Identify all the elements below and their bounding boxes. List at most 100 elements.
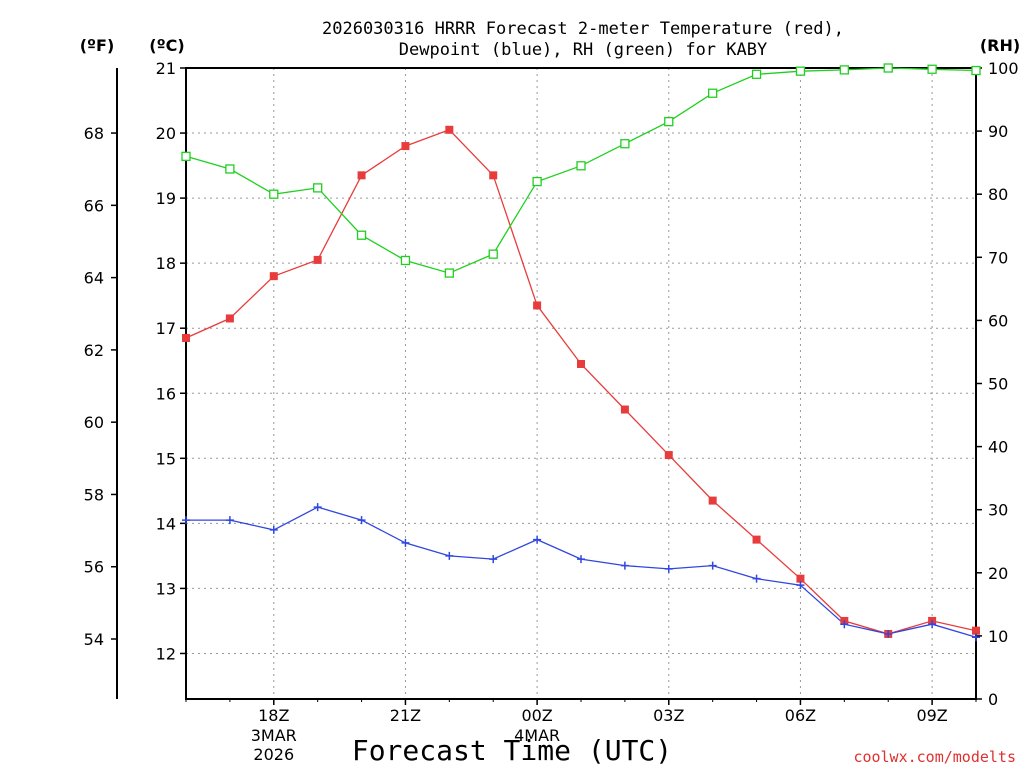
- rh-tick-label: 50: [988, 375, 1008, 394]
- dewpoint-point: [489, 555, 498, 564]
- dewpoint-point: [620, 561, 629, 570]
- fahrenheit-tick-label: 68: [84, 124, 104, 143]
- x-tick-date-label: 3MAR: [251, 726, 297, 745]
- rh-point: [181, 151, 191, 161]
- celsius-unit-label: (ºC): [149, 36, 184, 55]
- temperature-point: [752, 535, 761, 544]
- x-tick-label: 21Z: [390, 706, 421, 725]
- x-tick-label: 00Z: [521, 706, 552, 725]
- rh-point: [839, 65, 849, 75]
- temperature-point: [664, 451, 673, 460]
- dewpoint-point: [269, 525, 278, 534]
- rh-line: [185, 67, 977, 274]
- rh-tick-label: 90: [988, 122, 1008, 141]
- rh-point: [488, 249, 498, 259]
- fahrenheit-tick-label: 64: [84, 269, 104, 288]
- rh-tick-label: 40: [988, 438, 1008, 457]
- chart-title-line-2: Dewpoint (blue), RH (green) for KABY: [399, 40, 767, 60]
- rh-unit-label: (RH): [980, 36, 1020, 55]
- temperature-point: [708, 496, 717, 505]
- rh-tick-label: 100: [988, 59, 1019, 78]
- series-markers: [181, 63, 981, 642]
- credit-text: coolwx.com/modelts: [853, 748, 1016, 766]
- dewpoint-point: [182, 516, 190, 525]
- celsius-tick-label: 12: [156, 644, 176, 663]
- rh-tick-label: 10: [988, 627, 1008, 646]
- dewpoint-point: [840, 620, 849, 629]
- celsius-tick-label: 20: [156, 124, 176, 143]
- dewpoint-point: [972, 633, 980, 642]
- rh-tick-label: 30: [988, 501, 1008, 520]
- rh-tick-label: 70: [988, 248, 1008, 267]
- fahrenheit-tick-label: 58: [84, 485, 104, 504]
- rh-point: [620, 139, 630, 149]
- celsius-tick-label: 21: [156, 59, 176, 78]
- fahrenheit-unit-label: (ºF): [80, 36, 115, 55]
- x-tick-label: 06Z: [785, 706, 816, 725]
- temperature-point: [620, 405, 629, 414]
- fahrenheit-tick-label: 60: [84, 413, 104, 432]
- fahrenheit-tick-label: 62: [84, 341, 104, 360]
- rh-point: [356, 230, 367, 240]
- celsius-tick-label: 18: [156, 254, 176, 273]
- dewpoint-point: [313, 503, 322, 512]
- temperature-point: [445, 125, 454, 134]
- temperature-point: [489, 171, 498, 180]
- dewpoint-point: [357, 516, 366, 525]
- temperature-point: [269, 272, 278, 281]
- rh-tick-label: 80: [988, 185, 1008, 204]
- temperature-point: [533, 301, 542, 310]
- dewpoint-point: [708, 561, 717, 570]
- temperature-point: [357, 171, 366, 180]
- rh-point: [576, 161, 586, 171]
- celsius-tick-label: 14: [156, 514, 176, 533]
- rh-point: [751, 69, 762, 79]
- rh-point: [664, 116, 674, 127]
- x-tick-date-label: 4MAR: [514, 726, 560, 745]
- rh-point: [225, 164, 235, 174]
- rh-point: [795, 66, 806, 76]
- rh-point: [313, 183, 323, 193]
- celsius-tick-label: 15: [156, 449, 176, 468]
- x-tick-label: 09Z: [916, 706, 947, 725]
- dewpoint-point: [928, 620, 937, 629]
- rh-point: [400, 255, 411, 266]
- temperature-point: [577, 359, 585, 368]
- dewpoint-point: [884, 629, 893, 638]
- fahrenheit-tick-label: 66: [84, 196, 104, 215]
- rh-tick-label: 60: [988, 311, 1008, 330]
- temperature-point: [401, 142, 410, 151]
- temperature-point: [972, 626, 980, 635]
- dewpoint-point: [533, 535, 542, 544]
- series-lines: [185, 67, 977, 638]
- temperature-point: [313, 255, 322, 264]
- chart-title-line-1: 2026030316 HRRR Forecast 2-meter Tempera…: [322, 19, 844, 39]
- fahrenheit-tick-label: 54: [84, 630, 104, 649]
- celsius-tick-label: 16: [156, 384, 176, 403]
- dewpoint-point: [445, 551, 454, 560]
- dewpoint-point: [752, 574, 761, 583]
- dewpoint-line: [186, 506, 977, 638]
- dewpoint-point: [577, 555, 585, 564]
- celsius-tick-label: 13: [156, 579, 176, 598]
- fahrenheit-tick-label: 56: [84, 558, 104, 577]
- x-axis-title: Forecast Time (UTC): [352, 734, 672, 767]
- celsius-tick-label: 17: [156, 319, 176, 338]
- rh-tick-label: 20: [988, 564, 1008, 583]
- x-tick-label: 03Z: [653, 706, 684, 725]
- temperature-point: [225, 314, 234, 323]
- temperature-point: [796, 574, 805, 583]
- x-tick-year-label: 2026: [253, 745, 294, 764]
- dewpoint-point: [664, 564, 673, 573]
- rh-point: [883, 63, 893, 73]
- dewpoint-point: [401, 538, 410, 547]
- dewpoint-point: [225, 516, 234, 525]
- rh-point: [269, 189, 279, 199]
- dewpoint-point: [796, 581, 805, 590]
- rh-point: [532, 176, 542, 187]
- rh-point: [927, 64, 937, 74]
- rh-point: [971, 65, 981, 76]
- rh-tick-label: 0: [988, 690, 998, 709]
- axes: 12 13 14 15 16 17 18 19 20 21 54 56 58 60 62 64 66 68 0 10 2…: [84, 59, 1019, 764]
